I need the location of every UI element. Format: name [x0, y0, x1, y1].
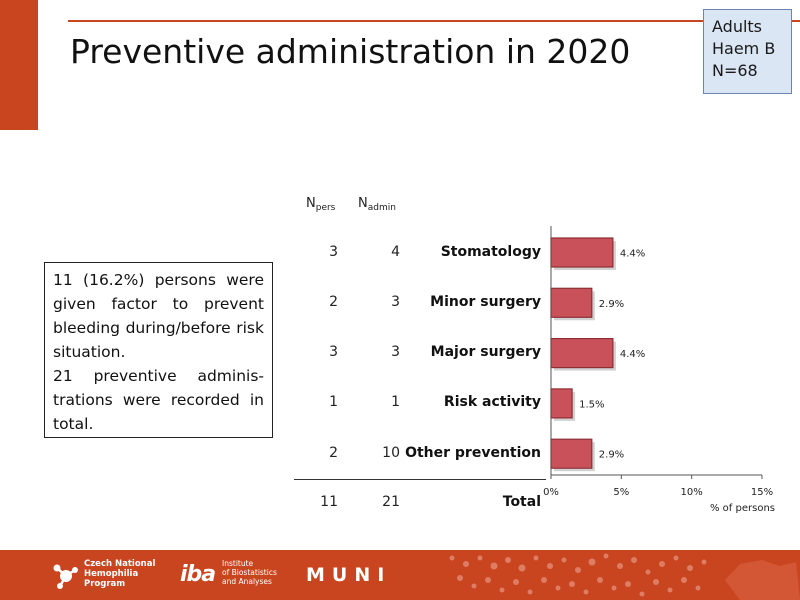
footer-dot [533, 555, 539, 561]
cohort-size: N=68 [712, 61, 758, 80]
cnhp-logo-text: Czech National Hemophilia Program [84, 559, 156, 589]
footer-dot [477, 555, 483, 561]
npers-value: 3 [329, 243, 338, 260]
footer-dot [518, 564, 526, 572]
footer-dot [449, 555, 455, 561]
cohort-group: Adults [712, 17, 763, 36]
footer-dot [653, 579, 659, 585]
value-label: 4.4% [620, 249, 645, 260]
total-npers: 11 [320, 494, 338, 510]
title-rule [68, 20, 800, 22]
footer-map-shape [725, 560, 800, 600]
nadmin-value: 1 [391, 394, 400, 411]
table-total-rule [294, 479, 546, 480]
left-accent-block [0, 0, 38, 130]
category-label: Major surgery [430, 344, 541, 361]
summary-administrations: 21 preventive adminis-trations were reco… [53, 367, 264, 433]
slide-title: Preventive administration in 2020 [70, 32, 631, 71]
value-label: 2.9% [599, 450, 624, 461]
footer-dot [541, 577, 547, 583]
footer-dot [645, 569, 651, 575]
total-nadmin: 21 [382, 494, 400, 510]
value-label: 1.5% [579, 399, 604, 410]
category-label: Stomatology [440, 243, 541, 260]
footer-dot [631, 557, 637, 563]
footer-dot [639, 591, 645, 597]
cnhp-logo-icon [53, 564, 78, 589]
footer-dot [471, 583, 477, 589]
iba-logo-text: Institute of Biostatistics and Analyses [222, 559, 277, 586]
nadmin-header: Nadmin [358, 196, 396, 213]
footer-dot [667, 587, 673, 593]
footer-dot [701, 559, 707, 565]
nadmin-value: 3 [391, 344, 400, 361]
footer-dot [457, 575, 463, 581]
category-label: Minor surgery [430, 293, 541, 310]
bar [550, 237, 614, 268]
footer-dot [597, 577, 603, 583]
npers-value: 2 [329, 444, 338, 461]
bar [550, 438, 593, 469]
summary-persons: 11 (16.2%) persons were given factor to … [53, 271, 264, 361]
footer-dot [625, 581, 631, 587]
footer-dot [583, 589, 589, 595]
bar [550, 338, 614, 369]
value-label: 4.4% [620, 349, 645, 360]
footer-dot [555, 585, 561, 591]
x-tick-label: 15% [751, 487, 773, 498]
footer-dot [513, 579, 519, 585]
footer-dot-pattern [449, 553, 800, 600]
footer-dot [561, 557, 567, 563]
footer-dot [547, 563, 553, 569]
npers-value: 3 [329, 344, 338, 361]
x-tick-label: 0% [543, 487, 559, 498]
footer-dot [695, 585, 701, 591]
nadmin-value: 3 [391, 293, 400, 310]
muni-logo: MUNI [306, 564, 392, 586]
footer-dot [617, 563, 623, 569]
footer-dot [681, 577, 687, 583]
footer-dot [499, 587, 505, 593]
total-label: Total [502, 494, 541, 510]
footer-dot [603, 553, 609, 559]
npers-value: 2 [329, 293, 338, 310]
x-tick-label: 5% [613, 487, 629, 498]
footer-dot [687, 565, 693, 571]
footer-dot [505, 557, 511, 563]
cohort-disease: Haem B [712, 39, 776, 58]
category-label: Other prevention [405, 444, 541, 461]
nadmin-value: 10 [382, 444, 400, 461]
footer-dot [611, 585, 617, 591]
value-label: 2.9% [599, 299, 624, 310]
footer-dot [527, 589, 533, 595]
npers-value: 1 [329, 394, 338, 411]
iba-logo-mark: iba [180, 562, 216, 587]
footer-dot [588, 558, 596, 566]
footer-dot [575, 567, 581, 573]
x-axis-label: % of persons [710, 503, 775, 514]
cohort-box: Adults Haem B N=68 [703, 9, 792, 94]
footer-dot [490, 562, 498, 570]
npers-header: Npers [306, 196, 336, 213]
x-tick-label: 10% [681, 487, 703, 498]
footer-dot [673, 555, 679, 561]
footer-bar: Czech National Hemophilia Program iba In… [0, 550, 800, 600]
footer-dot [463, 561, 469, 567]
category-label: Risk activity [443, 394, 541, 411]
footer-dot [659, 561, 665, 567]
summary-box: 11 (16.2%) persons were given factor to … [44, 262, 273, 438]
bar [550, 388, 573, 419]
footer-dot [485, 577, 491, 583]
nadmin-value: 4 [391, 243, 400, 260]
footer-dot [569, 581, 575, 587]
bar [550, 287, 593, 318]
